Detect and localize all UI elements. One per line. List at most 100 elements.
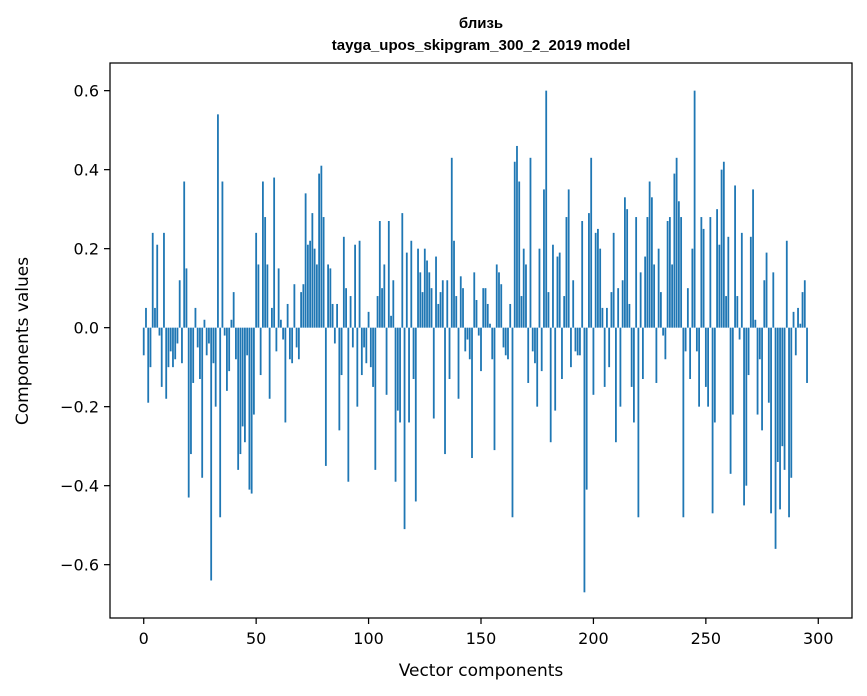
bar	[466, 327, 469, 340]
bar	[610, 292, 613, 328]
bar	[437, 303, 440, 328]
bar	[333, 327, 336, 344]
bar	[498, 272, 500, 328]
bar	[677, 201, 680, 328]
x-tick-label: 100	[353, 629, 384, 648]
bar	[147, 327, 150, 403]
bar	[390, 315, 392, 328]
bar	[570, 327, 572, 368]
bar	[401, 213, 404, 328]
bar	[601, 307, 604, 328]
bar	[767, 327, 770, 403]
bar	[205, 327, 208, 356]
bar	[444, 327, 446, 455]
bar	[412, 327, 415, 380]
bar	[749, 236, 752, 328]
bar	[783, 327, 786, 470]
bar	[765, 252, 768, 328]
bar	[549, 327, 552, 443]
bar	[527, 327, 530, 383]
bar	[545, 90, 548, 328]
bar	[547, 292, 550, 328]
bar	[217, 114, 219, 328]
y-axis-label: Components values	[13, 257, 33, 425]
bar	[169, 327, 172, 352]
bar	[151, 232, 154, 328]
bar	[561, 327, 563, 380]
bar	[185, 268, 188, 328]
bar	[540, 327, 543, 372]
bar	[653, 264, 656, 328]
bar	[203, 319, 206, 328]
bar	[543, 189, 545, 328]
bar	[797, 307, 799, 328]
bar	[237, 327, 240, 470]
bar	[770, 327, 772, 514]
bar	[536, 327, 539, 407]
bar	[722, 161, 725, 328]
bar	[239, 327, 242, 455]
bar	[624, 197, 626, 328]
bar	[720, 169, 723, 328]
bar	[480, 327, 482, 372]
bar	[785, 240, 788, 328]
bar	[365, 327, 368, 364]
bar	[639, 272, 642, 328]
bar	[615, 327, 617, 443]
bar	[554, 327, 557, 411]
bar	[309, 240, 312, 328]
bar	[781, 327, 784, 447]
bar	[450, 157, 453, 328]
bar	[279, 319, 282, 328]
y-tick-label: −0.4	[60, 477, 99, 496]
bar	[244, 327, 246, 443]
bar	[419, 272, 422, 328]
bar	[556, 256, 559, 328]
bar	[455, 296, 458, 328]
bar	[417, 248, 419, 328]
bar	[484, 288, 487, 328]
bar	[318, 173, 321, 328]
bar	[745, 327, 748, 486]
bar	[565, 217, 568, 328]
bar	[212, 327, 215, 364]
bar	[284, 327, 287, 423]
bar	[664, 327, 667, 360]
bar	[491, 327, 494, 360]
bar	[513, 161, 516, 328]
bar	[693, 90, 696, 328]
bar	[320, 165, 323, 328]
bar	[603, 327, 606, 387]
bar	[192, 327, 195, 383]
bar	[340, 327, 343, 376]
bar	[655, 327, 658, 383]
bar	[801, 292, 804, 328]
bar	[695, 327, 698, 352]
bar	[662, 327, 665, 336]
bar	[588, 213, 590, 328]
bar	[226, 327, 228, 391]
bar	[336, 303, 338, 328]
bar	[448, 327, 451, 380]
bar	[264, 217, 267, 328]
bar	[351, 327, 354, 348]
bar	[518, 181, 521, 328]
bar	[718, 244, 721, 328]
bar	[176, 327, 179, 344]
bar	[803, 280, 806, 328]
bar	[322, 217, 325, 328]
x-tick-label: 0	[139, 629, 149, 648]
bar	[740, 232, 743, 328]
bar	[399, 327, 401, 423]
bar	[145, 307, 147, 328]
bar	[758, 327, 761, 360]
bar	[293, 284, 296, 328]
bar	[606, 307, 608, 328]
bar	[246, 327, 249, 356]
bar	[457, 327, 460, 399]
bar	[275, 327, 278, 352]
bar	[579, 327, 581, 356]
bar	[403, 327, 406, 530]
bar	[779, 327, 781, 510]
